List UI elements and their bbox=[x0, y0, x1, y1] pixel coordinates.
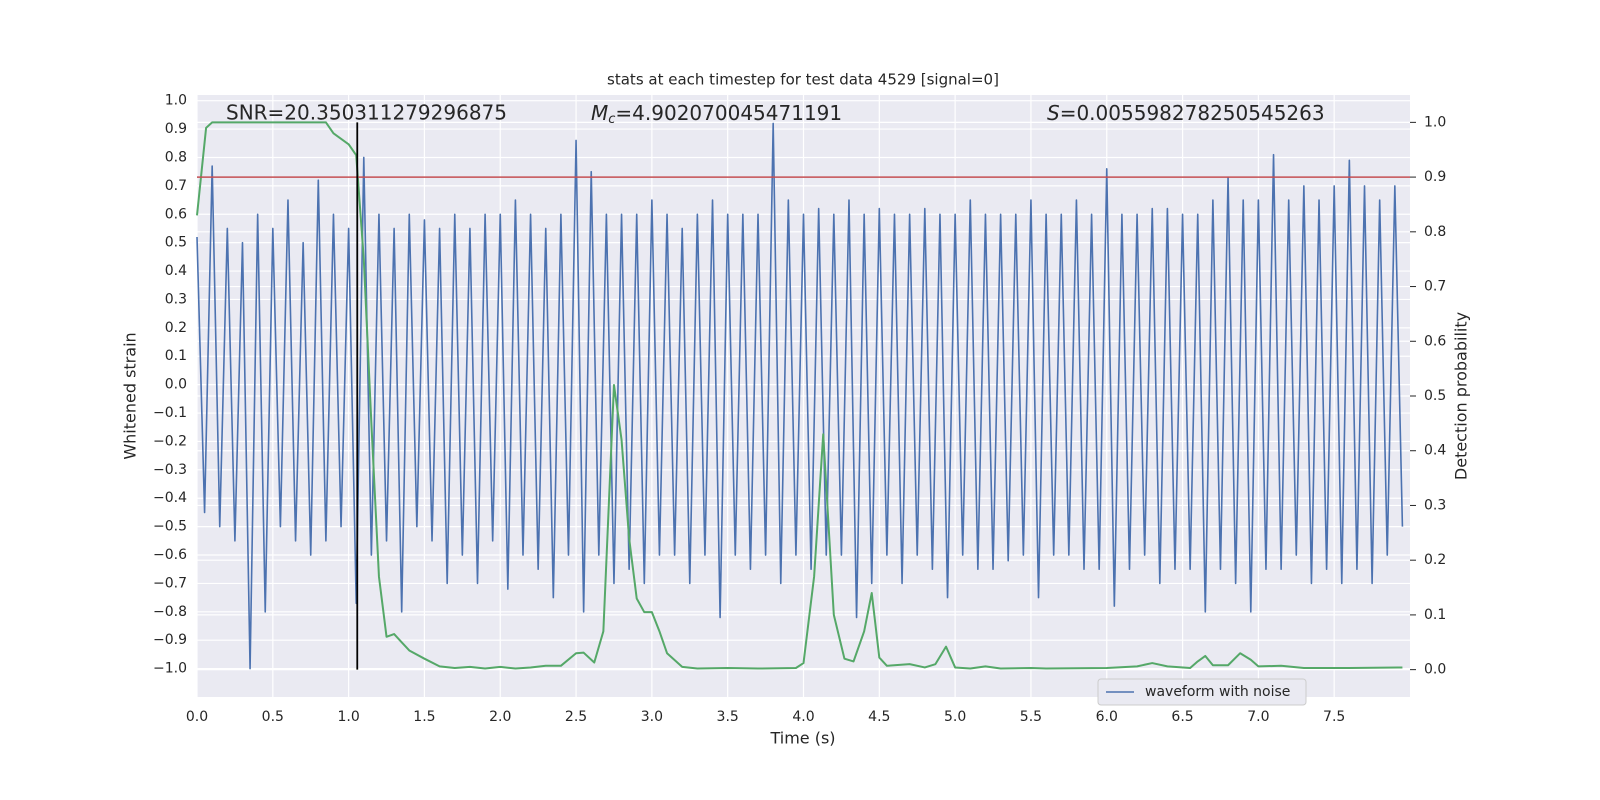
x-tick-label: 6.0 bbox=[1096, 709, 1118, 725]
x-tick-label: 5.0 bbox=[944, 709, 966, 725]
y-tick-label: 0.6 bbox=[165, 206, 187, 222]
y-tick-label: 0.8 bbox=[165, 149, 187, 165]
x-tick-label: 2.5 bbox=[565, 709, 587, 725]
y2-tick-label: 0.1 bbox=[1424, 607, 1446, 623]
y2-tick-label: 0.0 bbox=[1424, 662, 1446, 678]
x-tick-label: 3.5 bbox=[717, 709, 739, 725]
annotation-symbol: S bbox=[1047, 101, 1060, 125]
line-series bbox=[196, 121, 1403, 670]
x-tick-label: 3.0 bbox=[641, 709, 663, 725]
y-tick-label: −0.2 bbox=[153, 433, 187, 449]
y-tick-label: 0.1 bbox=[165, 348, 187, 364]
legend-box bbox=[1097, 678, 1307, 706]
y-tick-label: −1.0 bbox=[153, 661, 187, 677]
x-tick-label: 4.0 bbox=[792, 709, 814, 725]
line-series bbox=[196, 122, 1404, 670]
y-tick-label: −0.6 bbox=[153, 547, 187, 563]
annotation: Mc=4.902070045471191 bbox=[591, 101, 842, 127]
y-tick-label: −0.1 bbox=[153, 405, 187, 421]
x-tick-label: 2.0 bbox=[489, 709, 511, 725]
annotation-text: =4.902070045471191 bbox=[615, 101, 842, 125]
x-axis-label: Time (s) bbox=[769, 729, 835, 748]
y2-tick-label: 0.9 bbox=[1424, 169, 1446, 185]
y-axis-label: Whitened strain bbox=[121, 332, 140, 459]
x-tick-label: 4.5 bbox=[868, 709, 890, 725]
y-tick-label: 0.5 bbox=[165, 235, 187, 251]
y-tick-label: 1.0 bbox=[165, 93, 187, 109]
y-tick-label: 0.2 bbox=[165, 320, 187, 336]
y-tick-label: −0.3 bbox=[153, 462, 187, 478]
annotation-symbol: M bbox=[591, 101, 608, 125]
y-tick-label: 0.4 bbox=[165, 263, 187, 279]
y2-tick-label: 0.3 bbox=[1424, 497, 1446, 513]
annotation-text: =0.005598278250545263 bbox=[1060, 101, 1325, 125]
chart-title: stats at each timestep for test data 452… bbox=[607, 71, 999, 89]
y-tick-label: 0.3 bbox=[165, 291, 187, 307]
x-tick-label: 1.0 bbox=[337, 709, 359, 725]
y-tick-label: 0.7 bbox=[165, 178, 187, 194]
y2-tick-label: 0.8 bbox=[1424, 224, 1446, 240]
annotation: S=0.005598278250545263 bbox=[1047, 101, 1325, 125]
x-tick-label: 0.5 bbox=[262, 709, 284, 725]
annotation: SNR=20.350311279296875 bbox=[226, 101, 507, 125]
y-tick-label: −0.4 bbox=[153, 490, 187, 506]
y-tick-label: −0.9 bbox=[153, 632, 187, 648]
y2-tick-label: 0.2 bbox=[1424, 552, 1446, 568]
y-tick-label: −0.7 bbox=[153, 575, 187, 591]
y-tick-label: −0.5 bbox=[153, 519, 187, 535]
x-tick-label: 7.0 bbox=[1247, 709, 1269, 725]
y2-tick-label: 0.4 bbox=[1424, 443, 1446, 459]
y-tick-label: −0.8 bbox=[153, 604, 187, 620]
x-tick-label: 7.5 bbox=[1323, 709, 1345, 725]
x-tick-label: 0.0 bbox=[186, 709, 208, 725]
y2-axis-label: Detection probability bbox=[1452, 312, 1471, 480]
x-tick-label: 1.5 bbox=[413, 709, 435, 725]
x-tick-label: 6.5 bbox=[1171, 709, 1193, 725]
y2-tick-label: 1.0 bbox=[1424, 114, 1446, 130]
y2-tick-label: 0.7 bbox=[1424, 279, 1446, 295]
legend-label: waveform with noise bbox=[1145, 684, 1290, 700]
y-tick-label: 0.0 bbox=[165, 377, 187, 393]
y2-tick-label: 0.6 bbox=[1424, 333, 1446, 349]
y2-tick-label: 0.5 bbox=[1424, 388, 1446, 404]
x-tick-label: 5.5 bbox=[1020, 709, 1042, 725]
y-tick-label: 0.9 bbox=[165, 121, 187, 137]
annotation-subscript: c bbox=[608, 112, 615, 127]
